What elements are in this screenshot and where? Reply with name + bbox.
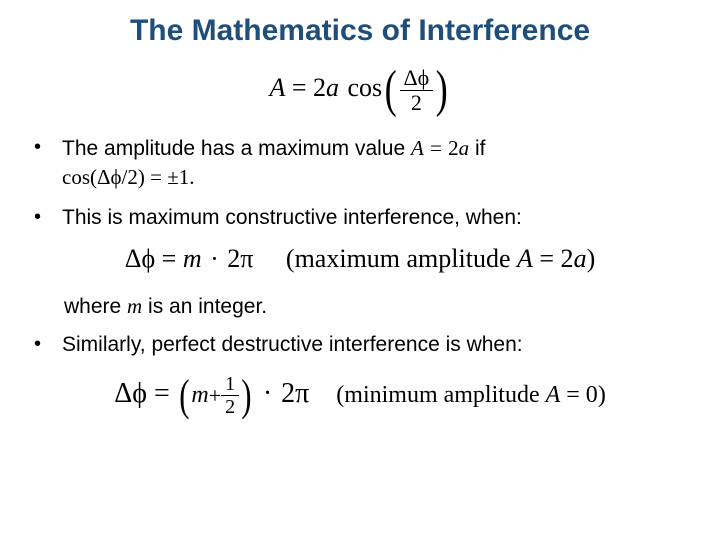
eqd-half-den: 2: [221, 396, 239, 418]
bullet-list: • The amplitude has a maximum value A = …: [30, 134, 690, 232]
eqc-note-close: ): [587, 244, 596, 273]
where-post: is an integer.: [142, 295, 267, 318]
b1-A: A: [411, 136, 423, 160]
eqc-m: m: [183, 244, 202, 273]
b1-2: 2: [448, 136, 459, 160]
equation-constructive: Δϕ = m · 2π (maximum amplitude A = 2a): [30, 244, 690, 274]
var-a: a: [326, 73, 339, 102]
coeff-2: 2: [313, 73, 326, 102]
eqd-paren: ( m + 1 2 ): [177, 373, 254, 418]
eqd-2pi: 2π: [281, 378, 309, 409]
eqc-dot: ·: [208, 244, 221, 273]
eqc-2pi: 2π: [227, 244, 253, 273]
fraction: Δϕ 2: [400, 66, 434, 115]
eqd-eq: =: [154, 378, 177, 409]
rparen-icon: ): [241, 374, 251, 418]
bullet-dot-icon: •: [30, 134, 62, 160]
lparen-icon: (: [385, 64, 397, 116]
eqc-note: (maximum amplitude A = 2a): [286, 244, 595, 273]
eqc-eq: =: [162, 244, 183, 273]
delta-phi: Δϕ: [125, 244, 155, 273]
eqd-eqs: = 0: [560, 382, 598, 408]
eqc-a: a: [574, 244, 587, 273]
eqc-note-open: (maximum amplitude: [286, 244, 517, 273]
eqd-lhs: Δϕ: [114, 378, 147, 409]
frac-den: 2: [400, 91, 434, 115]
slide-title: The Mathematics of Interference: [30, 14, 690, 48]
b1-a: a: [459, 136, 470, 160]
slide: The Mathematics of Interference A = 2a c…: [0, 0, 720, 540]
eqd-dot: ·: [261, 378, 274, 409]
where-line: where m is an integer.: [64, 292, 690, 321]
lparen-icon: (: [179, 374, 189, 418]
var-A: A: [269, 73, 285, 102]
eqd-note-close: ): [598, 382, 606, 408]
equation-main: A = 2a cos ( Δϕ 2 ): [30, 64, 690, 116]
func-cos: cos: [348, 73, 383, 102]
bullet-2-text: This is maximum constructive interferenc…: [62, 204, 522, 232]
eqc-A: A: [517, 244, 533, 273]
frac-num: Δϕ: [400, 66, 434, 91]
bullet-1-text: The amplitude has a maximum value A = 2a…: [62, 134, 485, 192]
eqd-note-open: (minimum amplitude: [336, 382, 545, 408]
where-m: m: [127, 294, 142, 318]
equals: =: [292, 73, 313, 102]
eqd-note: (minimum amplitude A = 0): [336, 382, 606, 408]
where-pre: where: [64, 295, 127, 318]
bullet-3-text: Similarly, perfect destructive interfere…: [62, 331, 523, 359]
eqd-m: m: [191, 382, 208, 409]
rparen-icon: ): [436, 64, 448, 116]
bullet-list-2: • Similarly, perfect destructive interfe…: [30, 331, 690, 359]
b1-eq: =: [423, 136, 448, 160]
eqc-eqs: = 2: [533, 244, 574, 273]
equation-destructive: Δϕ = ( m + 1 2 ) · 2π (minimum amplitude…: [30, 373, 690, 418]
b1-cond: cos(Δϕ/2) = ±1.: [62, 165, 195, 189]
bullet-2: • This is maximum constructive interfere…: [30, 204, 690, 232]
b1-part-a: The amplitude has a maximum value: [62, 137, 411, 160]
bullet-dot-icon: •: [30, 331, 62, 357]
eqd-A: A: [546, 382, 561, 408]
bullet-dot-icon: •: [30, 204, 62, 230]
eqd-half: 1 2: [221, 373, 239, 418]
b1-if: if: [469, 137, 485, 160]
bullet-1: • The amplitude has a maximum value A = …: [30, 134, 690, 192]
eqd-plus: +: [209, 383, 221, 409]
bullet-3: • Similarly, perfect destructive interfe…: [30, 331, 690, 359]
eqd-half-num: 1: [221, 373, 239, 396]
paren-group: ( Δϕ 2 ): [382, 64, 450, 116]
